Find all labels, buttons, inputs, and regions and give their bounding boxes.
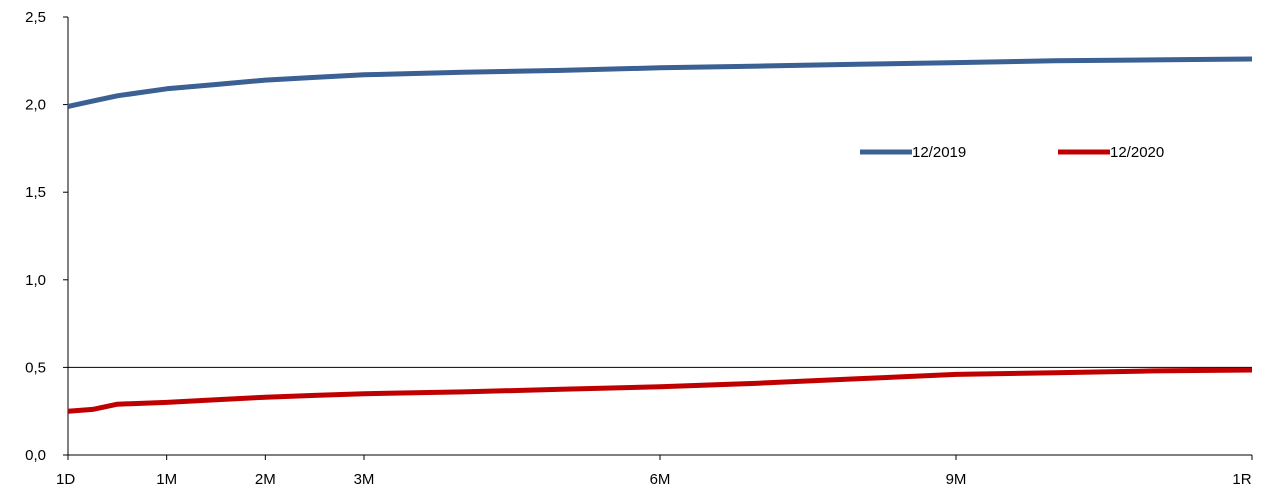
y-tick-label: 1,5: [25, 184, 46, 201]
x-tick-label: 1D: [56, 471, 75, 488]
legend-label: 12/2019: [912, 144, 966, 161]
x-tick-label: 9M: [946, 471, 967, 488]
legend-label: 12/2020: [1110, 144, 1164, 161]
x-tick-label: 1M: [156, 471, 177, 488]
series-line-12-2019: [67, 56, 1253, 109]
y-tick-label: 0,5: [25, 359, 46, 376]
y-tick-label: 2,0: [25, 97, 46, 114]
legend: 12/2019 12/2020: [860, 144, 1164, 161]
y-tick-label: 2,5: [25, 9, 46, 26]
x-tick-label: 3M: [354, 471, 375, 488]
y-tick-label: 0,0: [25, 447, 46, 464]
x-tick-label: 2M: [255, 471, 276, 488]
y-tick-label: 1,0: [25, 272, 46, 289]
series-lines: [67, 56, 1253, 414]
x-axis: 1D 1M 2M 3M 6M 9M 1R: [56, 454, 1253, 488]
x-tick-label: 1R: [1232, 471, 1251, 488]
x-tick-label: 6M: [650, 471, 671, 488]
series-line-12-2020: [67, 367, 1253, 414]
y-axis: 0,0 0,5 1,0 1,5 2,0 2,5: [25, 9, 69, 464]
